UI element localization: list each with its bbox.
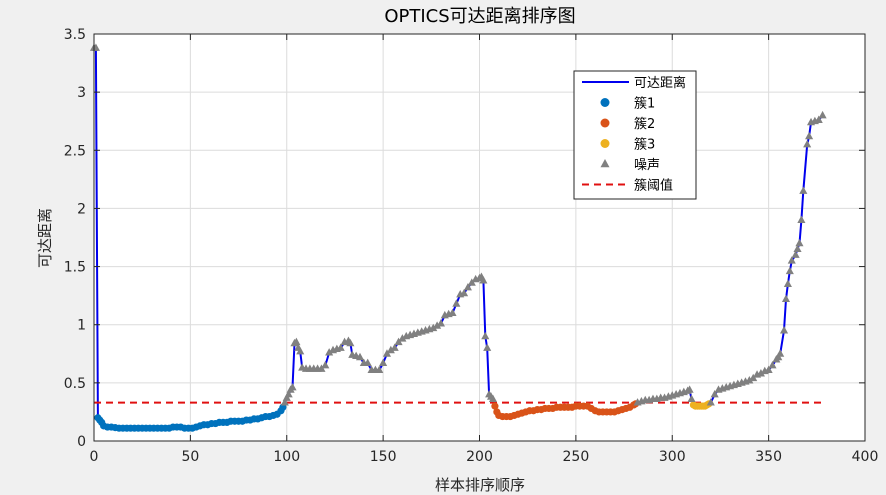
- noise-point: [685, 385, 694, 393]
- legend-label: 簇3: [634, 138, 655, 153]
- noise-point: [776, 349, 785, 357]
- noise-point: [429, 323, 438, 332]
- noise-point: [398, 334, 407, 342]
- y-tick-label: 3.5: [64, 27, 86, 43]
- y-tick-label: 3: [77, 85, 86, 101]
- noise-point: [479, 276, 488, 284]
- noise-point: [336, 343, 345, 351]
- noise-point: [379, 358, 388, 367]
- noise-point: [296, 346, 305, 355]
- noise-point: [284, 389, 293, 398]
- noise-point: [795, 238, 804, 247]
- noise-point: [386, 345, 395, 354]
- noise-point: [448, 308, 457, 317]
- noise-point: [687, 394, 696, 403]
- x-tick-label: 400: [852, 449, 879, 465]
- noise-point: [433, 321, 442, 329]
- y-tick-label: 0.5: [64, 376, 86, 392]
- noise-point: [783, 279, 792, 287]
- noise-point: [799, 186, 808, 194]
- noise-point: [390, 343, 399, 351]
- noise-point: [375, 365, 384, 373]
- noise-point: [797, 215, 806, 223]
- noise-point: [481, 331, 490, 340]
- x-tick-label: 200: [466, 449, 493, 465]
- noise-point: [706, 398, 715, 406]
- noise-point: [818, 110, 827, 119]
- legend-box: [573, 70, 697, 200]
- noise-point: [292, 337, 301, 346]
- noise-point: [745, 376, 754, 384]
- y-tick-label: 2: [77, 201, 86, 217]
- y-axis-label: 可达距离: [36, 208, 54, 268]
- noise-point: [483, 343, 492, 351]
- y-tick-label: 2.5: [64, 143, 86, 159]
- noise-point: [805, 131, 814, 140]
- noise-point: [781, 294, 791, 303]
- noise-point: [791, 250, 800, 258]
- noise-point: [768, 360, 777, 369]
- x-tick-label: 0: [90, 449, 99, 465]
- legend-label: 可达距离: [634, 75, 686, 91]
- x-tick-label: 100: [273, 449, 300, 465]
- x-tick-label: 250: [563, 449, 590, 465]
- y-tick-label: 1: [77, 318, 86, 334]
- noise-point: [779, 326, 789, 334]
- noise-point: [785, 266, 794, 275]
- y-tick-label: 0: [77, 434, 86, 450]
- plot-content: [89, 43, 827, 432]
- noise-point: [280, 398, 289, 406]
- noise-point: [346, 338, 355, 347]
- y-tick-label: 1.5: [64, 260, 86, 276]
- legend-noise-swatch: [600, 159, 610, 168]
- legend-cluster2-swatch: [600, 118, 610, 128]
- x-tick-label: 300: [659, 449, 686, 465]
- noise-point: [460, 288, 469, 297]
- noise-point: [463, 283, 472, 291]
- noise-point: [814, 115, 823, 123]
- legend-label: 簇2: [634, 117, 655, 132]
- legend-label: 簇阈值: [634, 178, 673, 194]
- noise-point: [355, 352, 365, 361]
- chart-title: OPTICS可达距离排序图: [384, 6, 575, 27]
- noise-point: [793, 244, 802, 253]
- noise-point: [288, 383, 297, 391]
- x-tick-label: 150: [370, 449, 397, 465]
- noise-point: [764, 365, 773, 373]
- noise-point: [363, 358, 372, 367]
- noise-point: [321, 360, 330, 369]
- noise-point: [325, 348, 334, 356]
- axis-ticks: 0 50 100 150 200 250 300 350 400 0 0.5 1 1.5 2 2.5 3 3.5: [64, 27, 879, 465]
- noise-point: [452, 299, 461, 307]
- cluster2-point: [491, 402, 499, 410]
- x-tick-label: 50: [181, 449, 199, 465]
- legend-label: 簇1: [634, 97, 655, 112]
- noise-point: [756, 369, 765, 377]
- noise-point: [803, 139, 812, 148]
- noise-point: [436, 319, 445, 327]
- noise-point: [710, 389, 719, 398]
- noise-point: [488, 394, 498, 403]
- legend-cluster3-swatch: [600, 139, 610, 148]
- legend-label: 噪声: [634, 158, 660, 173]
- x-axis-label: 样本排序顺序: [435, 476, 525, 494]
- x-tick-label: 350: [755, 449, 782, 465]
- noise-point: [787, 256, 796, 264]
- legend-cluster1-swatch: [600, 98, 610, 107]
